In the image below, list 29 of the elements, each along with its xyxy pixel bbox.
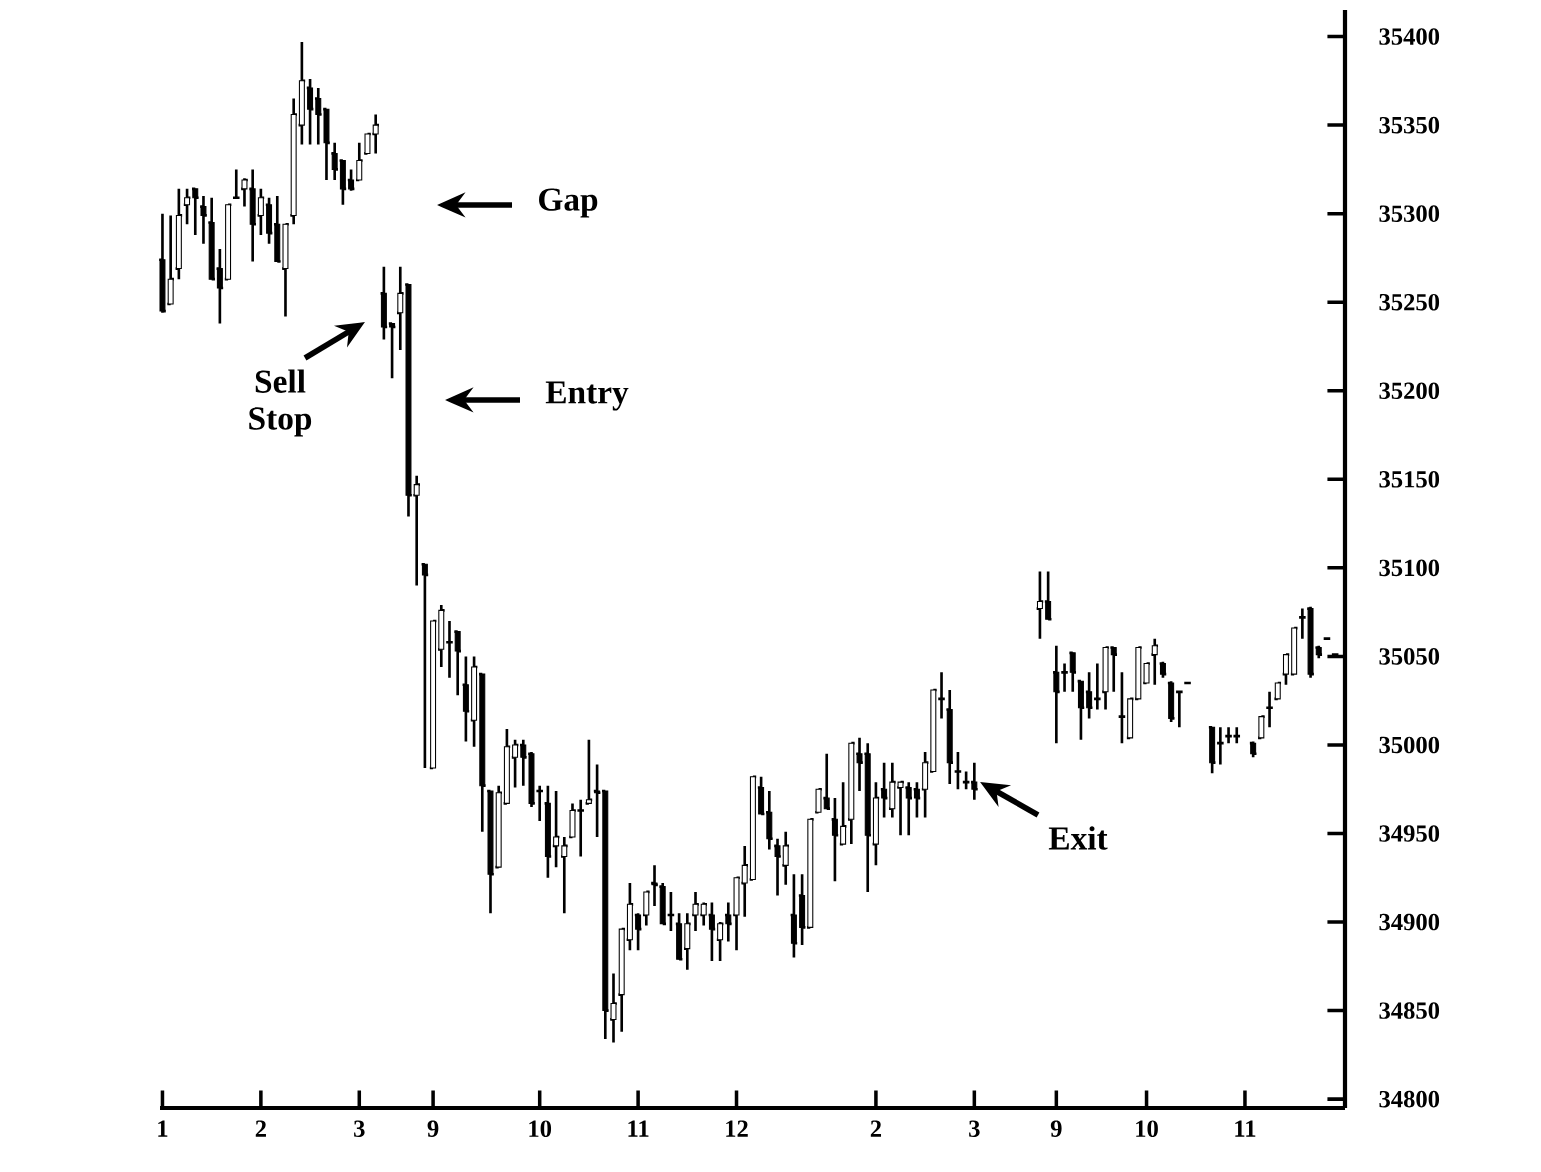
x-tick-label: 9 <box>1050 1120 1062 1137</box>
y-tick-label: 35050 <box>1379 648 1440 665</box>
annotation: Sell Stop <box>249 369 312 437</box>
x-tick-label: 1 <box>158 1120 168 1137</box>
x-tick-label: 2 <box>255 1120 266 1137</box>
annotation: Gap <box>539 188 598 218</box>
x-tick-label: 3 <box>969 1120 980 1137</box>
y-tick-label: 35150 <box>1379 470 1440 488</box>
y-tick-label: 34900 <box>1379 913 1440 931</box>
x-tick-label: 9 <box>427 1120 439 1137</box>
y-tick-label: 34800 <box>1379 1090 1440 1108</box>
x-tick-label: 10 <box>529 1120 552 1137</box>
y-tick-label: 35200 <box>1379 382 1440 400</box>
y-tick-label: 34950 <box>1379 825 1440 842</box>
annotation: Entry <box>545 381 629 411</box>
y-tick-label: 35000 <box>1379 736 1440 754</box>
annotation: Exit <box>1048 826 1108 850</box>
x-tick-label: 10 <box>1136 1120 1158 1137</box>
x-tick-label: 3 <box>354 1120 365 1137</box>
y-tick-label: 34850 <box>1379 1002 1440 1019</box>
x-tick-label: 12 <box>726 1120 748 1137</box>
y-tick-label: 35250 <box>1379 293 1440 311</box>
y-tick-label: 35100 <box>1379 559 1440 577</box>
y-tick-label: 35400 <box>1379 28 1440 45</box>
x-tick-label: 11 <box>628 1120 649 1137</box>
y-tick-label: 35350 <box>1379 116 1440 134</box>
x-tick-label: 2 <box>870 1120 882 1137</box>
x-tick-label: 11 <box>1235 1120 1256 1137</box>
y-tick-label: 35300 <box>1379 205 1440 222</box>
